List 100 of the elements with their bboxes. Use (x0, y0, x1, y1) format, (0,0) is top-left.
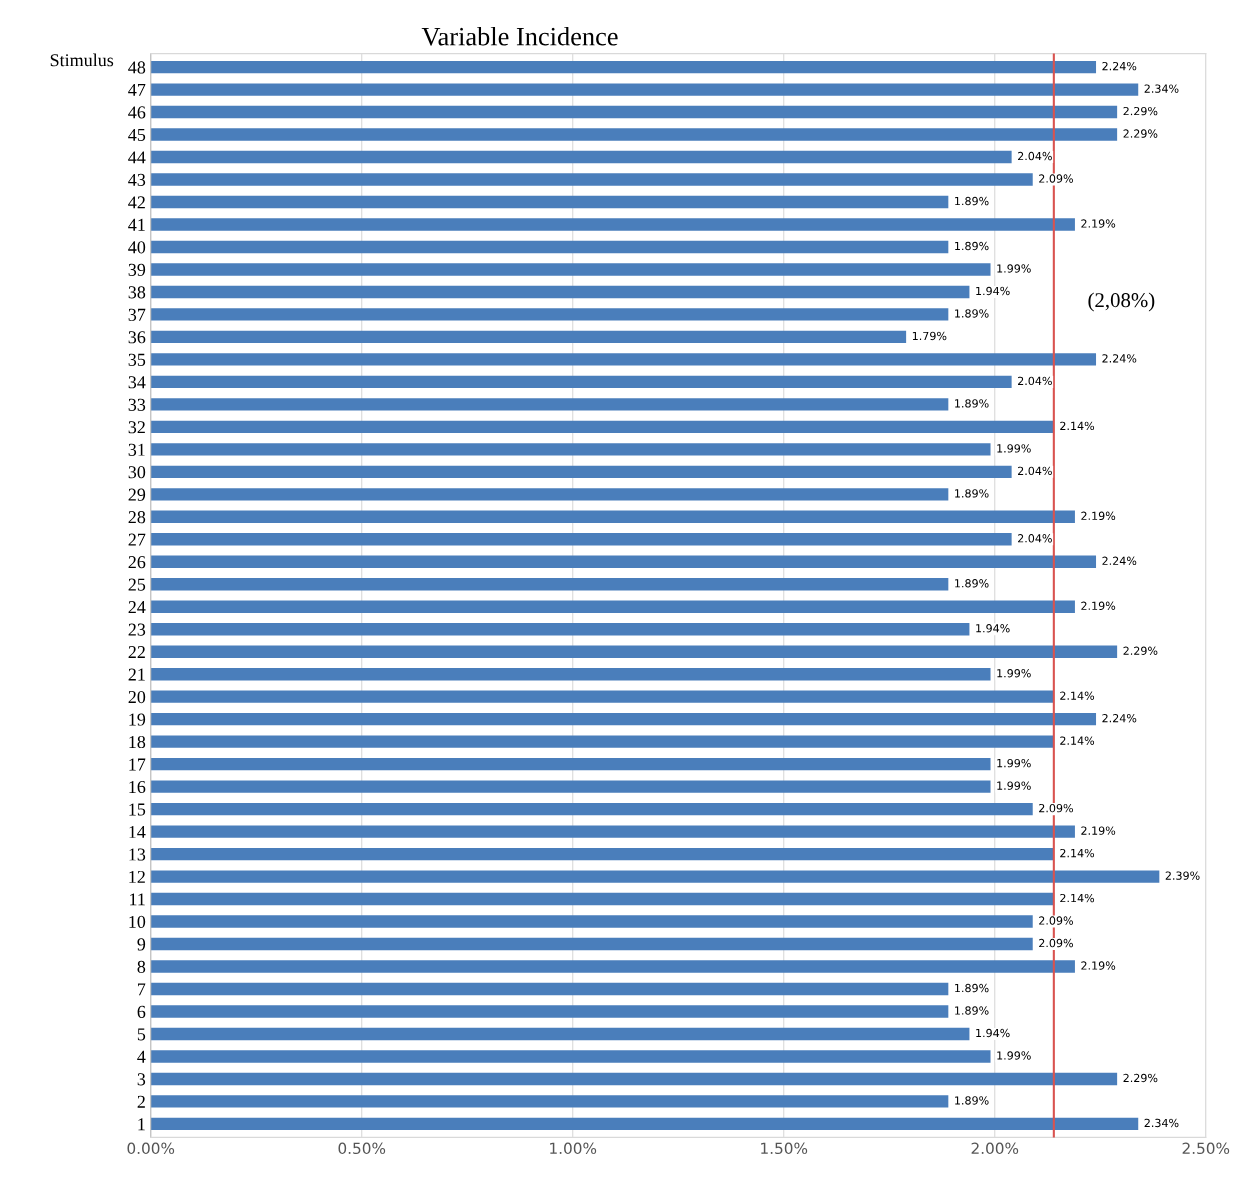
bar (150, 1072, 1118, 1086)
data-label: 2.24% (1102, 556, 1137, 565)
data-label: 2.14% (1060, 893, 1095, 903)
y-tick-label: 41 (128, 218, 145, 231)
y-tick-label: 4 (137, 1050, 146, 1063)
data-label: 2.09% (1039, 916, 1073, 925)
bar (150, 1050, 991, 1063)
data-label: 2.19% (1081, 601, 1116, 610)
data-label: 1.99% (997, 444, 1031, 453)
bar (150, 780, 991, 793)
data-label: 1.89% (955, 579, 989, 588)
data-label: 2.34% (1144, 1118, 1179, 1128)
data-label: 2.04% (1018, 376, 1052, 386)
annotation: (2,08%) (1088, 292, 1155, 312)
data-label: 1.89% (955, 1006, 989, 1015)
data-label: 1.94% (976, 286, 1010, 296)
data-label: 2.04% (1018, 151, 1052, 161)
bar (150, 757, 991, 771)
y-tick-label: 30 (128, 466, 146, 479)
data-label: 2.04% (1018, 466, 1052, 476)
y-tick-label: 5 (137, 1028, 146, 1041)
y-tick-label: 42 (128, 196, 145, 209)
bar (150, 712, 1097, 726)
data-label: 2.29% (1123, 1073, 1158, 1083)
y-tick-label: 33 (128, 398, 146, 411)
data-label: 1.89% (955, 489, 989, 498)
bar (150, 60, 1097, 74)
bar (150, 488, 949, 501)
bar (150, 240, 949, 254)
data-label: 1.99% (997, 758, 1031, 768)
y-tick-label: 17 (129, 758, 146, 771)
data-label: 2.24% (1102, 713, 1137, 723)
bar (150, 937, 1033, 951)
bar (150, 398, 949, 411)
y-tick-label: 32 (128, 421, 145, 434)
bar (150, 330, 907, 344)
y-tick-label: 6 (137, 1005, 146, 1018)
x-tick-label: 1.50% (761, 1142, 808, 1155)
y-tick-label: 2 (137, 1095, 145, 1108)
bar (150, 465, 1012, 479)
bar (150, 847, 1054, 861)
data-label: 2.09% (1039, 803, 1073, 813)
bar (150, 1117, 1139, 1131)
data-label: 2.19% (1081, 961, 1116, 970)
data-label: 2.34% (1144, 84, 1179, 93)
y-tick-label: 28 (128, 511, 146, 524)
bar (150, 623, 970, 636)
bar (150, 1027, 970, 1041)
data-label: 2.19% (1081, 219, 1116, 228)
y-tick-label: 47 (128, 83, 146, 96)
bar (150, 375, 1012, 389)
bar (150, 173, 1033, 186)
bar (150, 982, 949, 996)
y-tick-label: 8 (137, 960, 146, 973)
y-tick-label: 23 (128, 623, 146, 636)
y-axis-title: Stimulus (50, 53, 114, 67)
data-label: 2.14% (1060, 736, 1095, 745)
y-tick-label: 19 (129, 713, 146, 726)
y-tick-label: 39 (128, 263, 146, 276)
y-tick-label: 48 (128, 61, 146, 74)
bar (150, 195, 949, 209)
y-tick-label: 22 (128, 646, 145, 658)
data-label: 1.94% (976, 1028, 1010, 1038)
bar (150, 870, 1160, 883)
data-label: 2.24% (1102, 61, 1137, 71)
data-label: 1.89% (955, 983, 989, 993)
bar (150, 892, 1054, 906)
y-tick-label: 21 (128, 668, 145, 681)
bar (150, 83, 1139, 96)
bar (150, 105, 1118, 119)
y-tick-label: 31 (128, 443, 145, 456)
bar (150, 645, 1118, 658)
x-tick-label: 2.50% (1182, 1142, 1230, 1155)
data-label: 1.89% (955, 399, 989, 408)
bar (150, 960, 1075, 973)
bar (150, 533, 1012, 546)
data-label: 1.94% (976, 624, 1010, 633)
y-tick-label: 36 (128, 331, 146, 344)
y-tick-label: 15 (129, 803, 146, 816)
y-tick-label: 34 (128, 376, 146, 389)
data-label: 1.89% (955, 196, 989, 206)
y-tick-label: 1 (138, 1118, 145, 1131)
x-tick-label: 0.50% (338, 1142, 386, 1155)
data-label: 2.04% (1018, 534, 1052, 543)
y-tick-label: 13 (129, 848, 146, 861)
y-tick-label: 38 (128, 286, 146, 299)
bar (150, 825, 1075, 838)
data-label: 1.89% (955, 309, 989, 318)
data-label: 2.14% (1060, 421, 1095, 431)
data-label: 2.29% (1123, 106, 1158, 116)
bar (150, 128, 1118, 141)
x-tick-label: 2.00% (971, 1142, 1019, 1155)
y-tick-label: 11 (130, 893, 145, 906)
y-tick-label: 24 (128, 601, 146, 614)
y-tick-label: 27 (128, 533, 146, 546)
data-label: 1.79% (912, 331, 947, 341)
bar (150, 353, 1097, 366)
bar (150, 668, 991, 681)
y-tick-label: 29 (128, 488, 146, 501)
y-tick-label: 46 (128, 106, 146, 119)
